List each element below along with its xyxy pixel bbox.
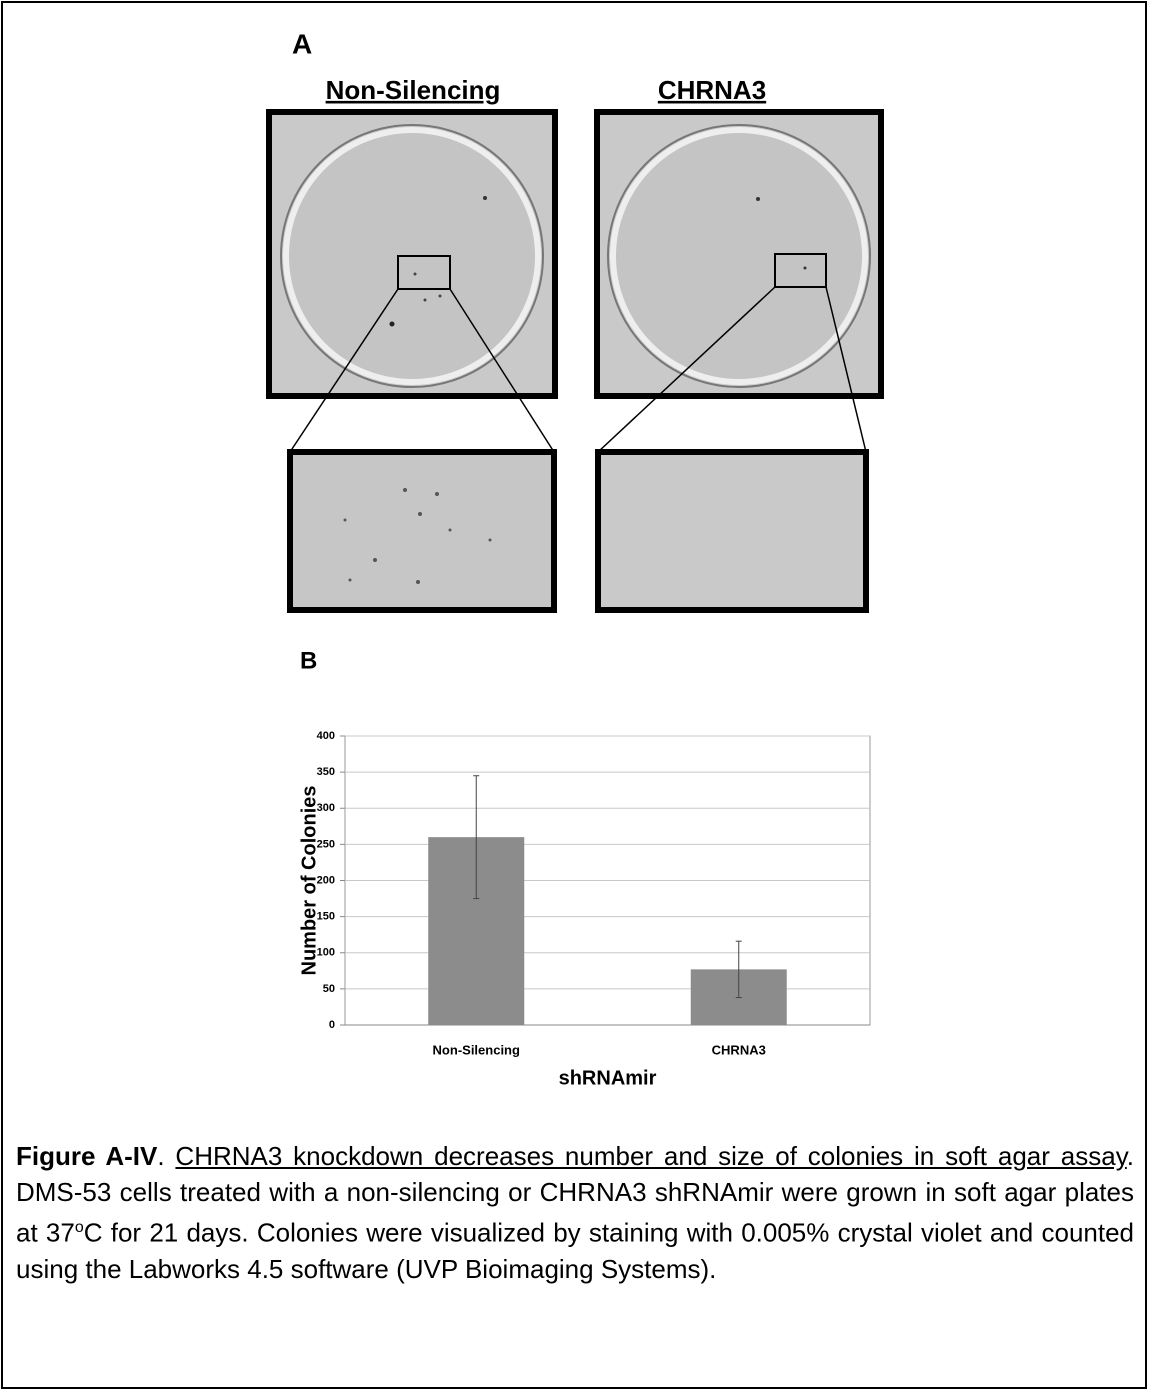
zoom-left bbox=[287, 449, 557, 613]
y-tick-label: 150 bbox=[317, 911, 335, 923]
panel-label: A bbox=[292, 28, 312, 59]
zoom-right bbox=[595, 449, 869, 613]
panel-label: B bbox=[300, 647, 317, 674]
caption-text: o bbox=[74, 1219, 84, 1236]
y-tick-label: 200 bbox=[317, 874, 335, 886]
figure: A Non-Silencing CHRNA3 B 0 50 100 150 200 250… bbox=[266, 28, 884, 1089]
plate-right bbox=[594, 109, 884, 399]
y-tick-label: 300 bbox=[317, 802, 335, 814]
x-tick-label: Non-Silencing bbox=[433, 1042, 520, 1057]
caption: Figure A-IV. CHRNA3 knockdown decreases … bbox=[16, 1138, 1134, 1287]
y-tick-label: 250 bbox=[317, 838, 335, 850]
y-tick-label: 350 bbox=[317, 766, 335, 778]
y-axis-title: Number of Colonies bbox=[298, 785, 320, 975]
x-tick-label: CHRNA3 bbox=[712, 1042, 766, 1057]
caption-text: C for 21 days. Colonies were visualized … bbox=[16, 1217, 1135, 1284]
caption-heading: CHRNA3 knockdown decreases number and si… bbox=[175, 1141, 1127, 1171]
caption-title: Figure A-IV bbox=[16, 1141, 158, 1171]
plate-label: CHRNA3 bbox=[658, 75, 766, 105]
plate-left bbox=[266, 109, 558, 399]
y-tick-label: 50 bbox=[323, 983, 335, 995]
caption-text: . DMS-53 cells treated with a non-silenc… bbox=[16, 1141, 1134, 1248]
y-tick-label: 0 bbox=[329, 1019, 335, 1031]
y-tick-label: 100 bbox=[317, 947, 335, 959]
x-axis-title: shRNAmir bbox=[559, 1067, 657, 1089]
y-tick-label: 400 bbox=[317, 730, 335, 742]
zoom-lines bbox=[289, 286, 867, 453]
caption-text: . bbox=[157, 1141, 176, 1171]
plate-label: Non-Silencing bbox=[326, 75, 501, 105]
